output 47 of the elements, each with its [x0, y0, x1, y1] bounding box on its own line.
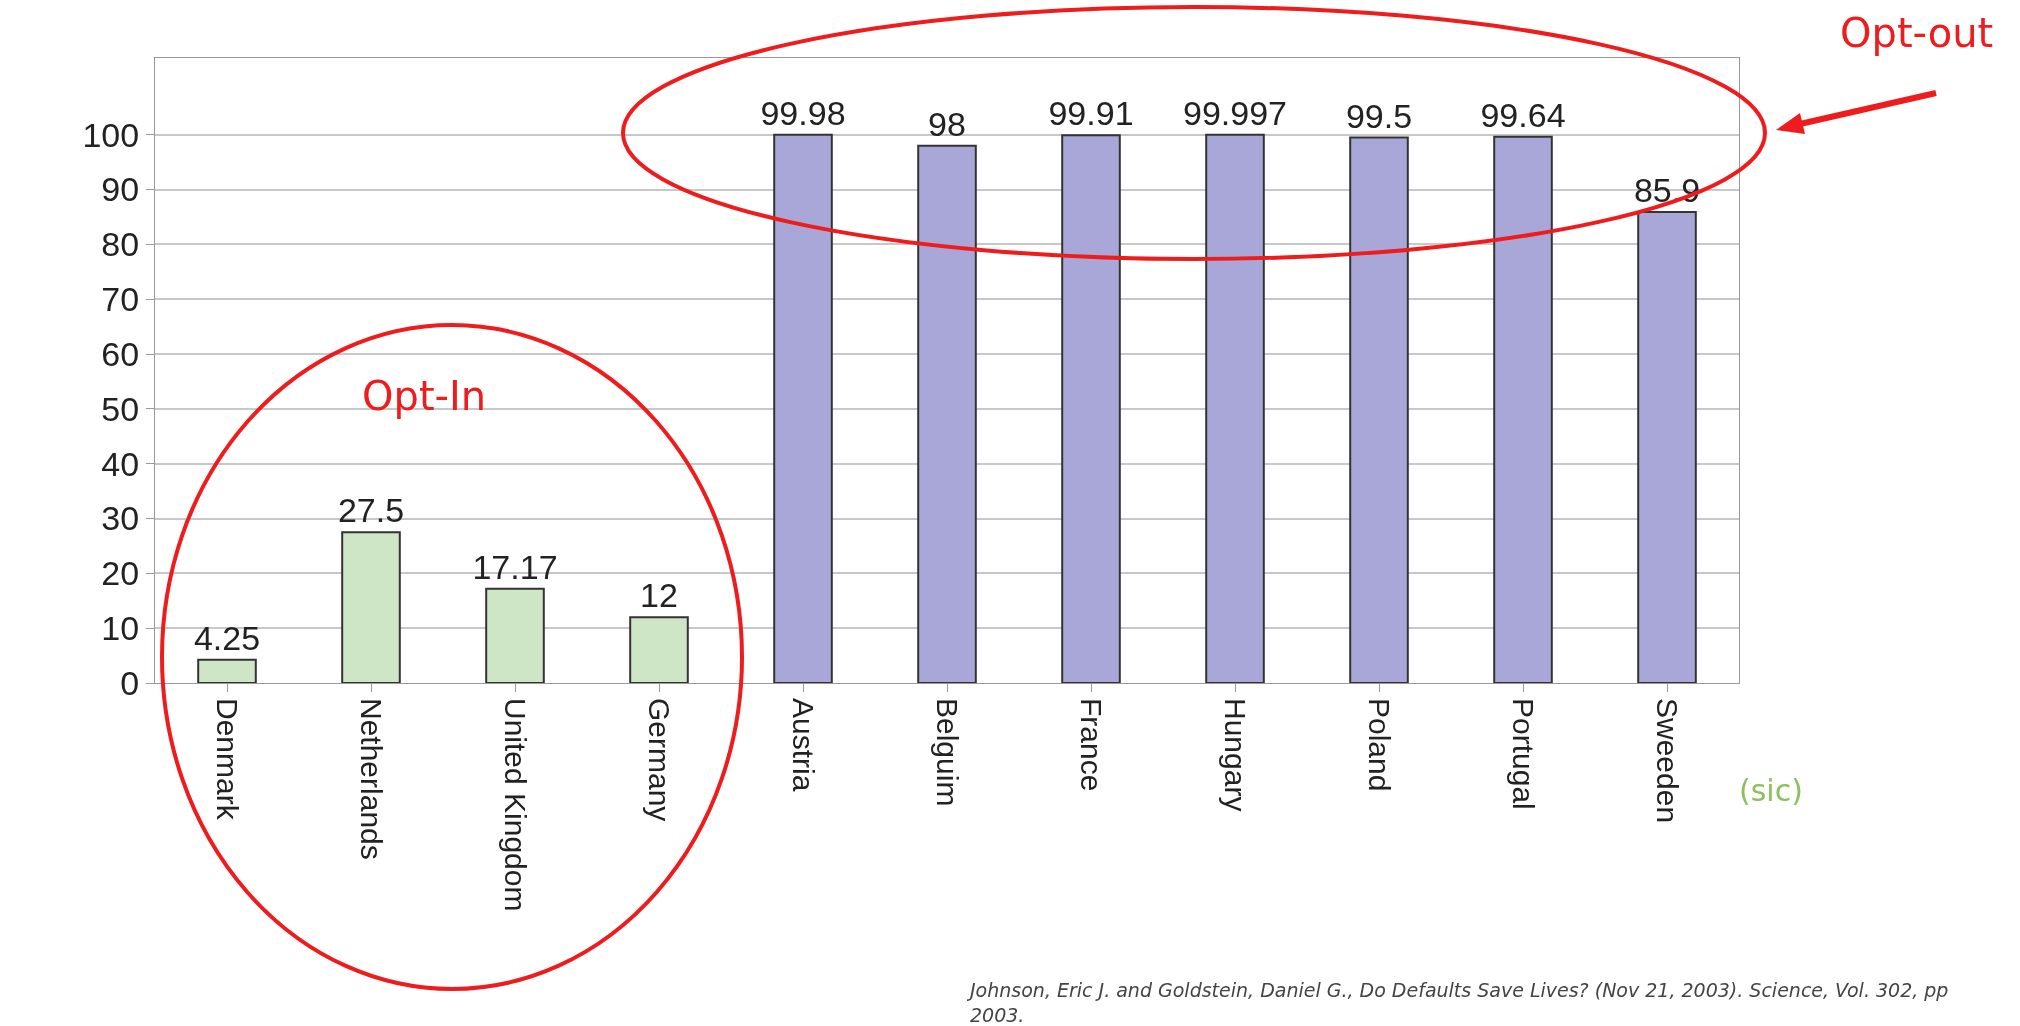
y-tick-label: 100 — [82, 115, 140, 154]
y-tick-label: 90 — [101, 170, 140, 209]
data-label: 4.25 — [193, 618, 261, 657]
bar — [773, 133, 833, 683]
data-label: 99.91 — [1048, 94, 1134, 133]
y-tick-label: 60 — [101, 334, 140, 373]
bar — [1205, 133, 1265, 683]
bar — [1349, 136, 1409, 683]
y-tick-label: 10 — [101, 609, 140, 648]
bar — [485, 587, 545, 683]
x-tick-label: Austria — [787, 698, 821, 792]
y-tick-label: 30 — [101, 499, 140, 538]
x-tick-label: Denmark — [211, 698, 245, 821]
data-label: 12 — [640, 576, 678, 615]
y-tick-label: 70 — [101, 280, 140, 319]
y-tick-label: 0 — [120, 663, 140, 702]
bar — [1493, 135, 1553, 683]
x-tick-label: Belguim — [931, 698, 965, 807]
data-label: 99.98 — [760, 93, 846, 132]
x-tick-label: Sweeden — [1651, 698, 1685, 824]
data-label: 99.64 — [1480, 95, 1566, 134]
bar — [341, 531, 401, 683]
text: Opt-out — [1840, 10, 1994, 56]
x-tick-label: Poland — [1363, 698, 1397, 792]
text: Johnson, Eric J. and Goldstein, Daniel G., Do Defaults Save Lives? (Nov 21, 2003). Science, Vol. 302, pp 2003. — [966, 979, 1949, 1026]
text: (sic) — [1739, 773, 1803, 808]
data-label: 98 — [928, 104, 966, 143]
y-tick-label: 80 — [101, 225, 140, 264]
x-tick-label: Germany — [643, 698, 677, 822]
y-tick-label: 50 — [101, 389, 140, 428]
data-label: 27.5 — [337, 491, 405, 530]
x-tick-label: Hungary — [1219, 698, 1253, 812]
x-tick-label: France — [1075, 698, 1109, 792]
annotation: Opt-In — [362, 373, 487, 419]
x-tick-label: Portugal — [1507, 698, 1541, 810]
bar — [197, 658, 257, 683]
bar — [1637, 211, 1697, 683]
bar — [917, 144, 977, 683]
y-tick-label: 20 — [101, 554, 140, 593]
data-label: 17.17 — [472, 547, 558, 586]
data-label: 99.997 — [1183, 93, 1287, 132]
bar — [1061, 134, 1121, 683]
bar — [629, 616, 689, 683]
y-tick-label: 40 — [101, 444, 140, 483]
x-tick-label: United Kingdom — [499, 698, 533, 912]
x-tick-label: Netherlands — [355, 698, 389, 860]
data-label: 99.5 — [1345, 96, 1413, 135]
